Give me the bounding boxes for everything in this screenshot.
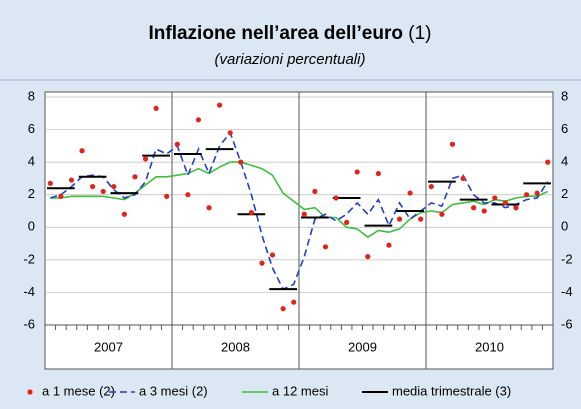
point — [68, 177, 75, 183]
point — [121, 211, 127, 217]
legend-item: a 3 mesi (2) — [109, 383, 208, 398]
point — [164, 193, 170, 199]
point — [418, 216, 424, 222]
point — [185, 192, 191, 198]
point — [333, 195, 339, 201]
legend-item: media trimestrale (3) — [362, 383, 511, 398]
point — [428, 183, 434, 190]
title-note: (1) — [408, 23, 431, 44]
point — [248, 210, 254, 216]
chart-title: Inflazione nell’area dell’euro (1) — [149, 23, 432, 44]
x-tick-label: 2008 — [221, 339, 250, 354]
point — [195, 117, 202, 123]
point — [492, 195, 498, 201]
y-tick-label-right: 4 — [561, 154, 568, 169]
chart-subtitle: (variazioni percentuali) — [215, 51, 366, 68]
point — [238, 159, 244, 165]
point — [523, 192, 530, 198]
legend-label: a 1 mese (2) — [42, 383, 115, 398]
point — [365, 254, 371, 260]
legend-item: a 12 mesi — [242, 383, 328, 398]
point — [481, 208, 487, 214]
point — [174, 141, 180, 147]
title-main: Inflazione nell’area dell’euro — [149, 23, 403, 44]
point — [301, 211, 307, 217]
point — [280, 306, 286, 312]
point — [259, 260, 265, 266]
y-tick-label: 4 — [28, 154, 35, 169]
point — [291, 299, 297, 305]
y-tick-label: 8 — [28, 88, 35, 103]
y-tick-label: -2 — [23, 251, 35, 266]
y-tick-label-right: -4 — [561, 284, 573, 299]
point — [396, 216, 403, 222]
y-tick-label: -4 — [23, 284, 35, 299]
point — [449, 141, 456, 147]
point — [502, 200, 508, 206]
point — [206, 205, 212, 211]
point — [100, 188, 106, 195]
point — [439, 211, 445, 217]
point — [142, 156, 149, 162]
point — [407, 190, 413, 196]
point — [227, 130, 233, 136]
x-tick-label: 2009 — [348, 339, 377, 354]
y-tick-label: 0 — [28, 219, 35, 234]
y-tick-label-right: -2 — [561, 251, 573, 266]
y-tick-label-right: 0 — [561, 219, 568, 234]
point — [90, 183, 96, 190]
legend-label: a 12 mesi — [272, 383, 328, 398]
point — [354, 169, 360, 175]
y-tick-label-right: 8 — [561, 88, 568, 103]
y-tick-label: 6 — [28, 121, 35, 136]
point — [375, 170, 381, 177]
legend-label: a 3 mesi (2) — [139, 383, 208, 398]
point — [153, 105, 159, 111]
point — [344, 219, 350, 225]
point — [217, 102, 223, 108]
y-tick-label-right: 2 — [561, 186, 568, 201]
point — [534, 190, 540, 196]
y-tick-label: -6 — [23, 316, 35, 331]
legend-label: media trimestrale (3) — [392, 383, 511, 398]
y-tick-label-right: 6 — [561, 121, 568, 136]
series-line — [50, 161, 549, 239]
y-tick-label: 2 — [28, 186, 35, 201]
point — [322, 244, 329, 250]
point — [58, 193, 64, 199]
point — [111, 183, 117, 190]
legend-item: a 1 mese (2) — [27, 383, 115, 398]
point — [513, 205, 519, 211]
y-tick-label-right: -6 — [561, 316, 573, 331]
point — [460, 175, 466, 182]
point — [545, 159, 551, 165]
point — [312, 188, 318, 195]
legend-symbol — [27, 389, 33, 395]
point — [471, 205, 477, 211]
x-tick-label: 2010 — [475, 339, 504, 354]
point — [269, 252, 276, 258]
point — [47, 180, 53, 186]
point — [79, 148, 85, 154]
point — [132, 174, 138, 180]
x-tick-label: 2007 — [94, 339, 123, 354]
point — [386, 242, 392, 248]
